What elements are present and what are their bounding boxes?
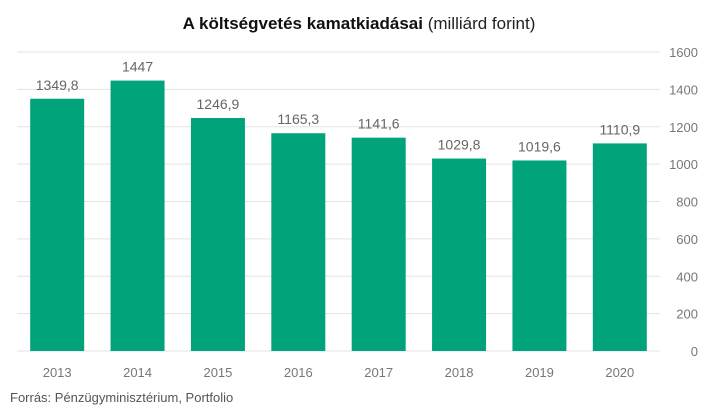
data-label: 1019,6 (518, 138, 561, 154)
y-tick-label: 1000 (669, 157, 698, 172)
data-label: 1165,3 (277, 111, 319, 127)
y-axis: 0 200 400 600 800 1000 1200 1400 1600 (669, 45, 698, 359)
x-tick-label: 2020 (605, 365, 634, 380)
bar-2014 (110, 80, 165, 352)
data-labels: 1349,8 1447 1246,9 1165,3 1141,6 1029,8 1019,6… (36, 59, 641, 155)
chart-title-main: A költségvetés kamatkiadásai (182, 14, 423, 33)
chart-title-unit: (milliárd forint) (422, 14, 536, 33)
source-note: Forrás: Pénzügyminisztérium, Portfolio (10, 390, 234, 405)
x-axis: 2013 2014 2015 2016 2017 2018 2019 2020 (43, 365, 635, 380)
y-tick-label: 400 (676, 269, 698, 284)
y-tick-label: 800 (676, 195, 698, 210)
x-tick-label: 2015 (203, 365, 232, 380)
data-label: 1029,8 (438, 137, 481, 153)
data-label: 1110,9 (599, 121, 640, 137)
x-tick-label: 2017 (364, 365, 393, 380)
bars (30, 80, 647, 352)
bar-2016 (271, 133, 326, 351)
chart-title: A költségvetés kamatkiadásai (milliárd f… (0, 14, 718, 34)
data-label: 1349,8 (36, 77, 79, 93)
y-tick-label: 1200 (669, 120, 698, 135)
y-tick-label: 1600 (669, 45, 698, 60)
bar-2020 (592, 143, 647, 351)
y-tick-label: 200 (676, 307, 698, 322)
y-tick-label: 600 (676, 232, 698, 247)
x-tick-label: 2019 (525, 365, 554, 380)
data-label: 1447 (122, 59, 153, 75)
bar-2018 (432, 158, 487, 351)
x-tick-label: 2018 (445, 365, 474, 380)
bar-2013 (30, 98, 85, 351)
data-label: 1246,9 (197, 96, 240, 112)
bar-2015 (190, 117, 245, 351)
y-tick-label: 1400 (669, 82, 698, 97)
x-tick-label: 2014 (123, 365, 152, 380)
data-label: 1141,6 (358, 116, 400, 132)
x-tick-label: 2013 (43, 365, 72, 380)
bar-2017 (351, 137, 406, 351)
bar-2019 (512, 160, 567, 351)
x-tick-label: 2016 (284, 365, 313, 380)
y-tick-label: 0 (691, 344, 698, 359)
